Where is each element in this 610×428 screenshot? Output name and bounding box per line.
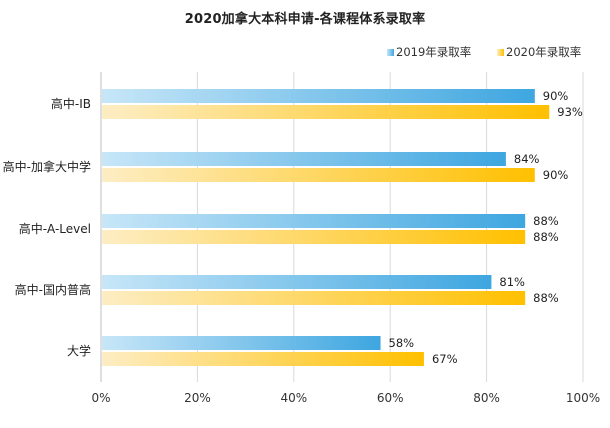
legend: 2019年录取率 2020年录取率 [387, 45, 581, 59]
bar [102, 152, 506, 166]
x-tick-label: 100% [566, 391, 600, 405]
data-label: 81% [499, 275, 525, 289]
bar [102, 275, 492, 289]
category-label: 高中-加拿大中学 [3, 159, 91, 174]
data-label: 84% [514, 152, 540, 166]
data-label: 90% [543, 168, 569, 182]
data-label: 88% [533, 214, 559, 228]
x-tick-label: 80% [473, 391, 500, 405]
data-label: 88% [533, 230, 559, 244]
data-label: 67% [432, 352, 458, 366]
data-label: 88% [533, 291, 559, 305]
category-label: 高中-A-Level [19, 221, 91, 236]
legend-label: 2019年录取率 [396, 45, 471, 59]
category-label: 高中-IB [51, 96, 91, 111]
category-label: 大学 [67, 343, 91, 358]
legend-swatch [497, 49, 504, 56]
data-label: 93% [557, 105, 583, 119]
bar [102, 105, 550, 119]
data-label: 90% [543, 89, 569, 103]
bar [102, 168, 535, 182]
bar [102, 336, 381, 350]
legend-swatch [387, 49, 394, 56]
chart-title: 2020加拿大本科申请-各课程体系录取率 [184, 12, 426, 27]
x-tick-label: 60% [377, 391, 404, 405]
bar [102, 89, 535, 103]
x-tick-label: 20% [184, 391, 211, 405]
data-label: 58% [389, 336, 415, 350]
bar [102, 230, 526, 244]
x-axis-labels: 0% 20% 40% 60% 80% 100% [91, 391, 600, 405]
bars: 90%93%84%90%88%88%81%88%58%67% [102, 89, 583, 366]
bar [102, 352, 424, 366]
x-tick-label: 0% [91, 391, 110, 405]
category-label: 高中-国内普高 [15, 282, 91, 297]
x-tick-label: 40% [280, 391, 307, 405]
bar [102, 291, 526, 305]
legend-label: 2020年录取率 [506, 45, 581, 59]
bar [102, 214, 526, 228]
